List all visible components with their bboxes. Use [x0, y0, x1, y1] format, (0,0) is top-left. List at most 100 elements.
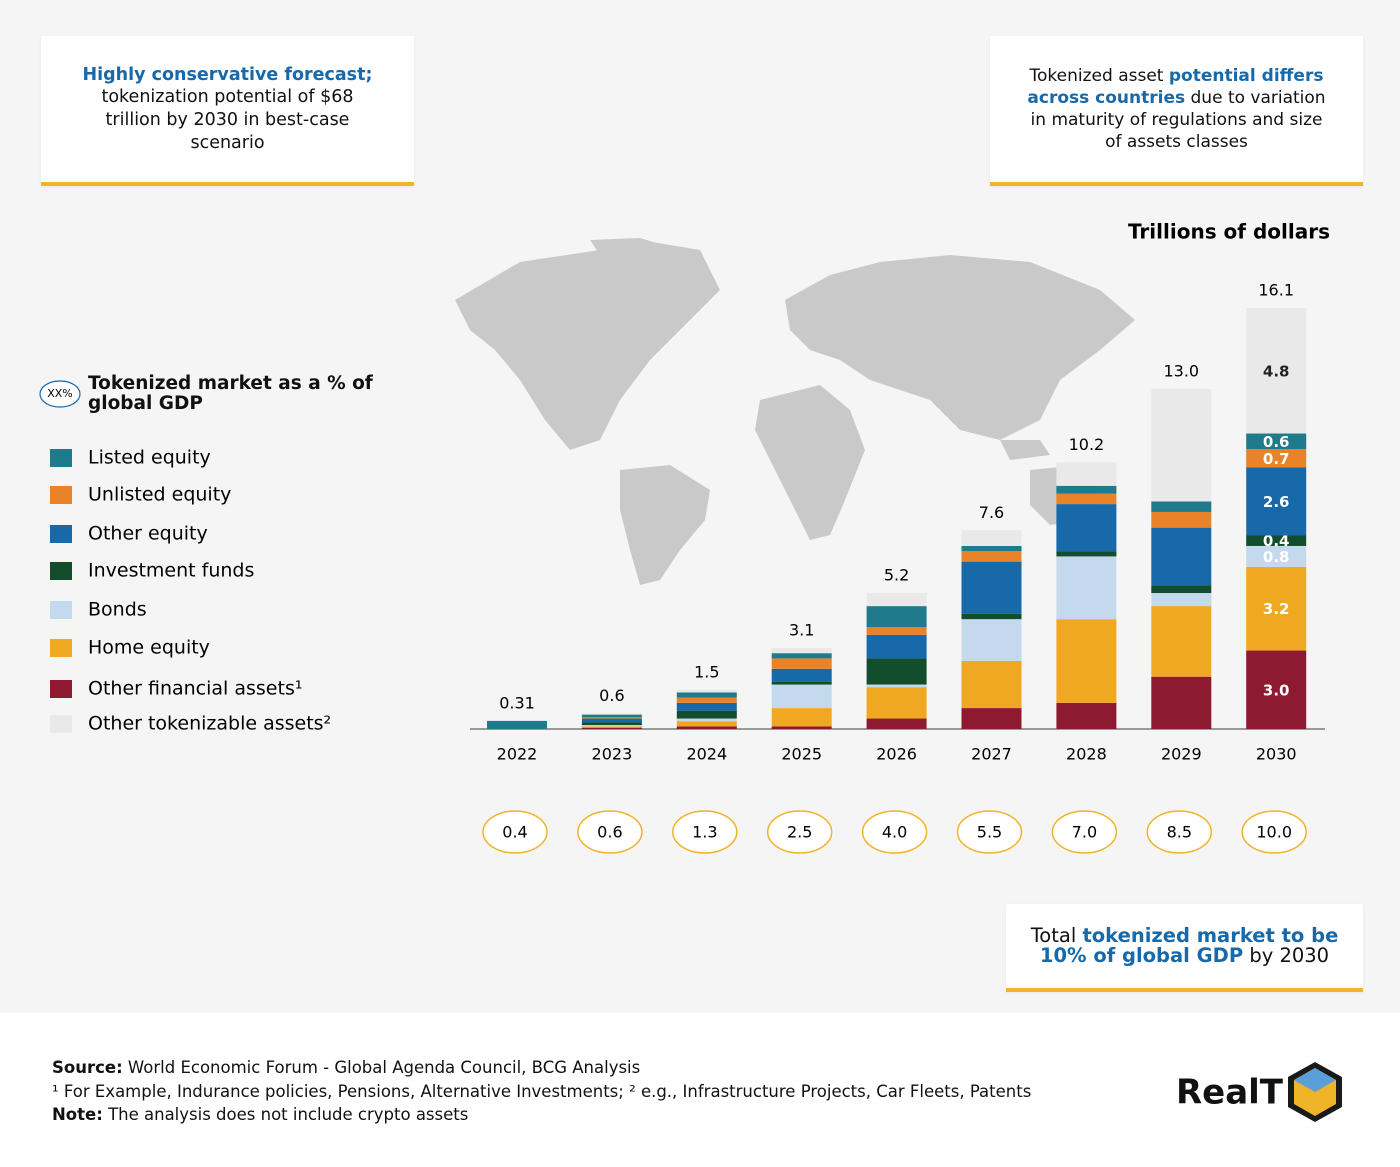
bar-segment: [487, 720, 547, 729]
footer-text: World Economic Forum - Global Agenda Cou…: [122, 1058, 641, 1077]
total-label: 3.1: [789, 620, 814, 639]
callout-text: Tokenized asset: [1029, 65, 1169, 86]
gdp-circle: [1241, 810, 1307, 854]
bar-segment: [771, 653, 832, 659]
gdp-label: 2.5: [787, 823, 812, 842]
gdp-circle: [956, 810, 1023, 854]
gdp-circle: [577, 810, 643, 854]
bar-segment: [676, 718, 737, 722]
total-label: 13.0: [1163, 362, 1199, 381]
bar-segment: [581, 726, 642, 728]
bar-segment: [1246, 650, 1307, 729]
x-tick-label: 2025: [781, 745, 822, 764]
bar-segment: [1246, 433, 1307, 450]
legend-label: Other equity: [88, 523, 208, 545]
footer-line: Source: World Economic Forum - Global Ag…: [52, 1056, 1031, 1080]
segment-label: 4.8: [1263, 362, 1290, 380]
bar-segment: [1056, 485, 1117, 494]
legend-swatch: [50, 449, 72, 467]
bar-segment: [961, 619, 1022, 662]
legend-label: Investment funds: [88, 560, 254, 582]
total-label: 10.2: [1069, 435, 1105, 454]
bar-segment: [581, 718, 642, 723]
bar-segment: [1151, 606, 1212, 677]
gdp-circle: [1051, 810, 1118, 854]
bar-segment: [581, 722, 642, 726]
legend-label: Other financial assets¹: [88, 678, 302, 700]
callout-highlight: potential differs across countries: [1027, 65, 1324, 108]
bar-segment: [676, 697, 737, 703]
bar-segment: [581, 727, 642, 729]
bar-segment: [581, 725, 642, 727]
bar-segment: [1246, 566, 1307, 651]
x-tick-label: 2024: [686, 745, 727, 764]
legend-label: Home equity: [88, 637, 210, 659]
bar-segment: [1056, 551, 1117, 557]
segment-label: 0.8: [1263, 548, 1290, 566]
footer-text: ¹ For Example, Indurance policies, Pensi…: [52, 1081, 1032, 1101]
bar-segment: [961, 708, 1022, 729]
bar-segment: [1151, 593, 1212, 607]
bar-segment: [676, 689, 737, 693]
gdp-circle: [1146, 810, 1213, 854]
bar-segment: [866, 627, 927, 635]
gdp-circle: [482, 810, 548, 854]
bar-segment: [1151, 501, 1212, 512]
gdp-circle: [672, 810, 738, 854]
bar-segment: [771, 684, 832, 709]
bar-segment: [771, 708, 832, 727]
bar-segment: [1056, 702, 1117, 729]
bar-segment: [866, 593, 927, 607]
legend-swatch: [50, 601, 72, 619]
callout-text: due to variation in maturity of regulati…: [1030, 87, 1326, 153]
segment-label: 0.4: [1263, 532, 1290, 550]
legend-swatch: [50, 525, 72, 543]
gdp-label: 7.0: [1072, 823, 1097, 842]
callout-text: by 2030: [1243, 944, 1330, 967]
gdp-label: 10.0: [1256, 823, 1292, 842]
gdp-icon: [39, 380, 81, 408]
bar-segment: [771, 647, 832, 654]
bar-segment: [866, 687, 927, 719]
bar-segment: [1151, 585, 1212, 594]
bar-segment: [676, 721, 737, 727]
bar-segment: [961, 561, 1022, 614]
bar-segment: [1056, 619, 1117, 703]
gdp-label: 8.5: [1167, 823, 1192, 842]
total-label: 1.5: [694, 662, 719, 681]
bar-segment: [676, 702, 737, 711]
legend-title: Tokenized market as a % of global GDP: [88, 373, 373, 414]
bar-segment: [1246, 545, 1307, 567]
bar-segment: [1056, 462, 1117, 486]
bar-segment: [581, 717, 642, 719]
legend-label: Listed equity: [88, 447, 211, 469]
callout: Tokenized asset potential differs across…: [990, 36, 1363, 186]
gdp-label: 1.3: [692, 823, 717, 842]
bar-segment: [1246, 467, 1307, 536]
x-tick-label: 2028: [1066, 745, 1107, 764]
bar-segment: [581, 714, 642, 718]
footer-text: The analysis does not include crypto ass…: [102, 1105, 469, 1124]
legend-swatch: [50, 680, 72, 698]
total-label: 5.2: [884, 566, 909, 585]
segment-label: 3.0: [1263, 681, 1290, 699]
x-tick-label: 2027: [971, 745, 1012, 764]
callout: Total tokenized market to be 10% of glob…: [1006, 904, 1363, 992]
gdp-icon-label: XX%: [47, 387, 73, 400]
bar-segment: [961, 551, 1022, 562]
bar-segment: [866, 606, 927, 628]
x-tick-label: 2022: [497, 745, 538, 764]
x-tick-label: 2029: [1161, 745, 1202, 764]
footer: Source: World Economic Forum - Global Ag…: [52, 1056, 1031, 1127]
bar-segment: [1151, 676, 1212, 729]
legend-swatch: [50, 715, 72, 733]
bar-segment: [771, 658, 832, 669]
bar-segment: [961, 545, 1022, 552]
gdp-label: 5.5: [977, 823, 1002, 842]
total-label: 0.31: [499, 693, 535, 712]
unit-label: Trillions of dollars: [1128, 220, 1330, 244]
x-tick-label: 2030: [1256, 745, 1297, 764]
bar-segment: [771, 668, 832, 682]
gdp-circle: [861, 810, 928, 854]
